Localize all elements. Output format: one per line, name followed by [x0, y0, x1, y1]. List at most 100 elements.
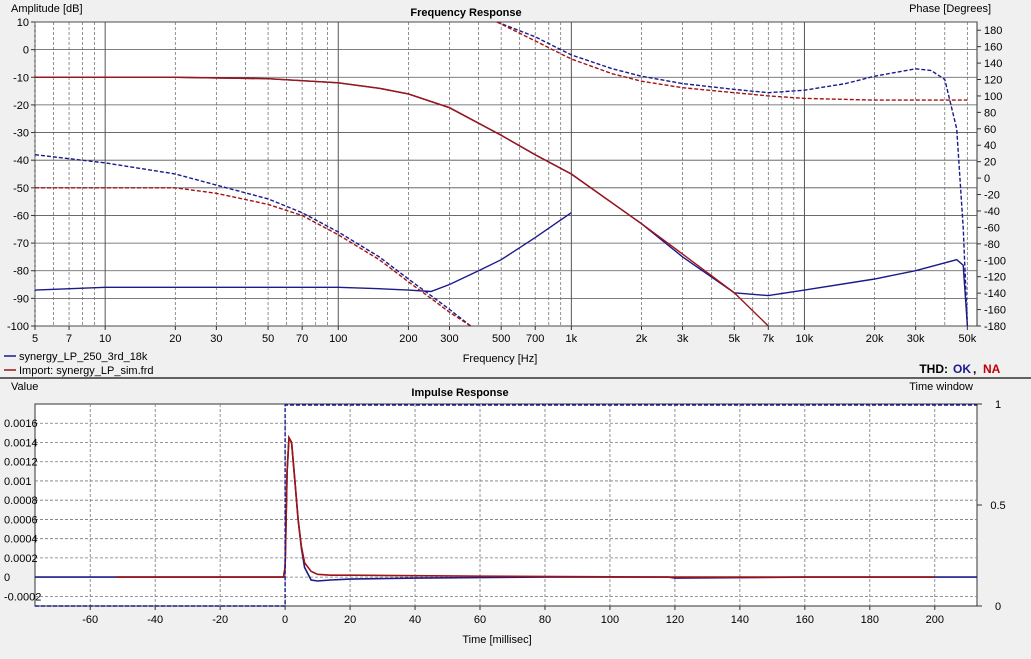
fr-phase-tick-label: 180 [984, 25, 1002, 37]
fr-x-tick-label: 70 [296, 333, 308, 345]
fr-y-tick-label: -80 [13, 266, 29, 278]
fr-x-tick-label: 10 [99, 333, 111, 345]
fr-plot-area[interactable] [34, 21, 978, 327]
fr-phase-tick-label: 0 [984, 173, 990, 185]
fr-phase-tick-label: -40 [984, 206, 1000, 218]
ir-x-tick-label: 0 [282, 614, 288, 626]
ir-y-tick-label: 0.0016 [4, 418, 38, 430]
fr-y-axis-label: Amplitude [dB] [11, 3, 83, 15]
fr-phase-tick-label: -80 [984, 239, 1000, 251]
ir-y-tick-label: 0.0014 [4, 437, 38, 449]
fr-x-tick-label: 1k [566, 333, 578, 345]
ir-y-tick-label: -0.0002 [4, 591, 41, 603]
ir-time-window-tick-label: 0 [995, 601, 1001, 613]
fr-y-tick-label: -100 [7, 321, 29, 333]
fr-x-tick-label: 200 [399, 333, 417, 345]
fr-x-tick-label: 20k [866, 333, 884, 345]
fr-phase-tick-label: 120 [984, 75, 1002, 87]
fr-series-line-4 [35, 76, 769, 327]
ir-x-tick-label: 20 [344, 614, 356, 626]
thd-label: THD: [919, 362, 948, 376]
ir-x-tick-label: -20 [212, 614, 228, 626]
ir-time-window-label: Time window [909, 381, 973, 393]
fr-phase-tick-label: -120 [984, 272, 1006, 284]
fr-x-tick-label: 5 [32, 333, 38, 345]
legend-label-measured[interactable]: synergy_LP_250_3rd_18k [19, 351, 148, 363]
fr-y-tick-label: -50 [13, 183, 29, 195]
ir-series-line-1 [116, 434, 935, 578]
fr-series-line-3 [496, 21, 969, 327]
fr-x-tick-label: 5k [728, 333, 740, 345]
fr-phase-axis-label: Phase [Degrees] [909, 3, 991, 15]
ir-x-tick-label: 200 [926, 614, 944, 626]
fr-x-tick-label: 7 [66, 333, 72, 345]
thd-sep: , [973, 362, 976, 376]
fr-x-tick-label: 30 [210, 333, 222, 345]
fr-x-tick-label: 500 [492, 333, 510, 345]
fr-series-line-5 [35, 187, 472, 327]
ir-y-tick-label: 0 [4, 572, 10, 584]
ir-grid [35, 404, 977, 606]
fr-data-lines [34, 21, 969, 327]
fr-phase-tick-label: -160 [984, 305, 1006, 317]
ir-time-window-tick-labels: 10.50 [977, 399, 1006, 613]
ir-x-tick-label: 180 [861, 614, 879, 626]
fr-phase-tick-label: -180 [984, 321, 1006, 333]
fr-phase-tick-label: 80 [984, 107, 996, 119]
fr-phase-tick-label: 20 [984, 157, 996, 169]
fr-phase-tick-label: -140 [984, 288, 1006, 300]
ir-y-tick-label: 0.0002 [4, 553, 38, 565]
ir-x-tick-label: 160 [796, 614, 814, 626]
fr-y-tick-label: -60 [13, 210, 29, 222]
thd-ok: OK [953, 362, 971, 376]
ir-x-tick-label: 120 [666, 614, 684, 626]
fr-phase-tick-label: 140 [984, 58, 1002, 70]
ir-x-tick-label: 60 [474, 614, 486, 626]
fr-y-tick-label: 0 [23, 45, 29, 57]
fr-x-tick-labels: 5 7 10 20 30 50 70 100 200 300 500 700 1k 2k 3k 5k 7k 10k… [32, 326, 977, 345]
fr-phase-tick-label: 40 [984, 140, 996, 152]
ir-series-line-2 [35, 404, 977, 607]
ir-chart-title: Impulse Response [411, 387, 508, 399]
impulse-response-panel: -60 -40 -20 0 20 40 60 80 100 120 140 160 180 200 0.0… [4, 381, 1006, 646]
fr-phase-tick-label: 100 [984, 91, 1002, 103]
ir-y-axis-label: Value [11, 381, 38, 393]
ir-y-tick-labels: 0.0016 0.0014 0.0012 0.001 0.0008 0.0006 0.000… [4, 418, 41, 603]
frequency-response-panel: 5 7 10 20 30 50 70 100 200 300 500 700 1k 2k 3k 5k 7k 10k… [7, 3, 1006, 365]
fr-y-tick-labels: 10 0 -10 -20 -30 -40 -50 -60 -70 -80 -90 -100 [7, 17, 29, 333]
legend-label-simulated[interactable]: Import: synergy_LP_sim.frd [19, 365, 154, 377]
fr-x-tick-label: 10k [796, 333, 814, 345]
fr-phase-tick-label: 60 [984, 124, 996, 136]
ir-x-tick-labels: -60 -40 -20 0 20 40 60 80 100 120 140 160 180 200 [82, 606, 944, 626]
ir-x-tick-label: 40 [409, 614, 421, 626]
fr-phase-tick-label: -20 [984, 190, 1000, 202]
fr-series-line-6 [496, 21, 968, 101]
ir-time-window-tick-label: 1 [995, 399, 1001, 411]
fr-y-tick-label: -40 [13, 155, 29, 167]
fr-x-tick-label: 100 [329, 333, 347, 345]
ir-y-tick-label: 0.0006 [4, 514, 38, 526]
fr-chart-title: Frequency Response [410, 7, 521, 19]
fr-phase-tick-label: -100 [984, 255, 1006, 267]
ir-x-tick-label: -40 [147, 614, 163, 626]
ir-x-tick-label: 80 [539, 614, 551, 626]
ir-x-tick-label: -60 [82, 614, 98, 626]
fr-y-tick-label: -30 [13, 128, 29, 140]
fr-x-tick-label: 3k [677, 333, 689, 345]
fr-phase-tick-label: -60 [984, 222, 1000, 234]
fr-y-tick-label: 10 [17, 17, 29, 29]
fr-x-tick-label: 2k [636, 333, 648, 345]
fr-x-tick-label: 7k [763, 333, 775, 345]
ir-y-tick-label: 0.0004 [4, 534, 38, 546]
fr-x-tick-label: 50k [958, 333, 976, 345]
ir-time-window-tick-label: 0.5 [990, 500, 1005, 512]
ir-x-axis-label: Time [millisec] [462, 634, 531, 646]
fr-x-tick-label: 50 [262, 333, 274, 345]
fr-y-tick-label: -90 [13, 293, 29, 305]
ir-y-tick-label: 0.0012 [4, 457, 38, 469]
fr-x-tick-label: 300 [440, 333, 458, 345]
ir-y-tick-label: 0.0008 [4, 495, 38, 507]
ir-plot-area[interactable] [34, 403, 978, 607]
fr-x-tick-label: 30k [907, 333, 925, 345]
